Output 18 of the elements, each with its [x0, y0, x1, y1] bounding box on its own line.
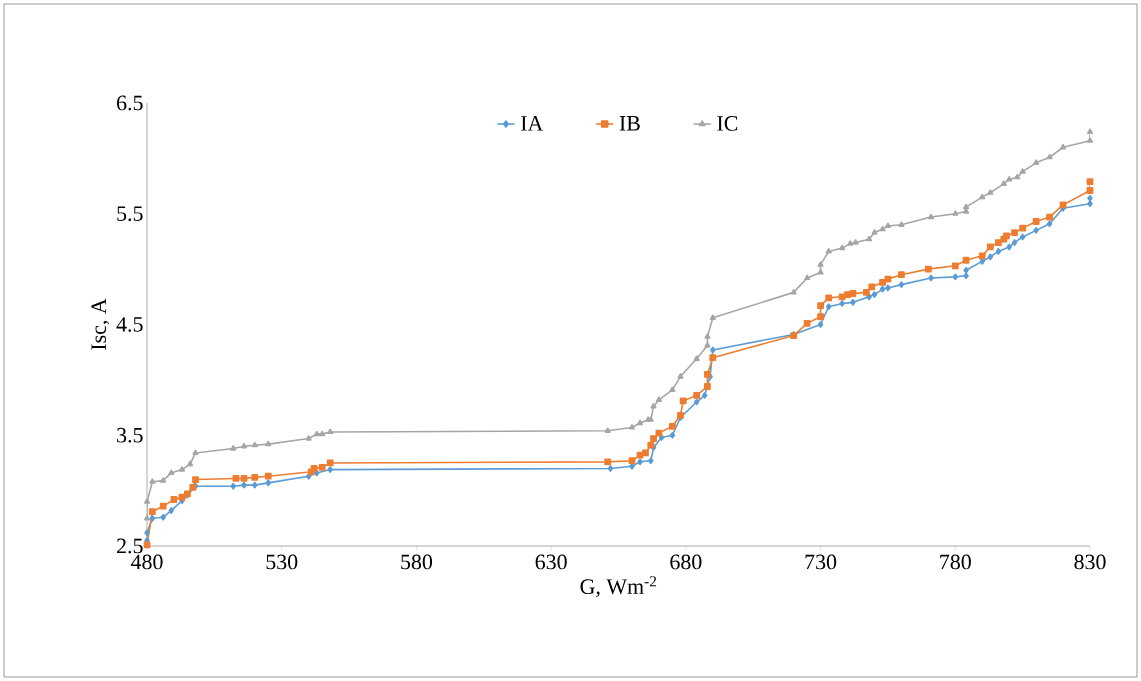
x-tick-label: 630	[535, 554, 567, 570]
y-tick-label: 5.5	[117, 206, 143, 222]
x-tick-label: 830	[1074, 554, 1106, 570]
x-tick-label: 780	[940, 554, 971, 570]
x-tick-label: 580	[401, 554, 433, 570]
x-tick-label: 480	[130, 554, 163, 570]
y-tick-label: 6.5	[117, 95, 143, 111]
legend-label: IB	[619, 116, 640, 131]
y-tick-label: 4.5	[116, 317, 143, 332]
x-tick-label: 680	[670, 554, 702, 570]
legend-label: IC	[717, 116, 738, 131]
x-tick-label: 530	[266, 554, 298, 570]
x-tick-label: 730	[805, 554, 837, 570]
y-tick-label: 3.5	[117, 427, 143, 443]
x-axis-title: G, Wm$^{-2}$	[580, 576, 657, 598]
y-tick-label: 2.5	[117, 538, 143, 554]
y-axis-title: Isc, A	[91, 298, 110, 350]
legend-label: IA	[521, 116, 544, 131]
